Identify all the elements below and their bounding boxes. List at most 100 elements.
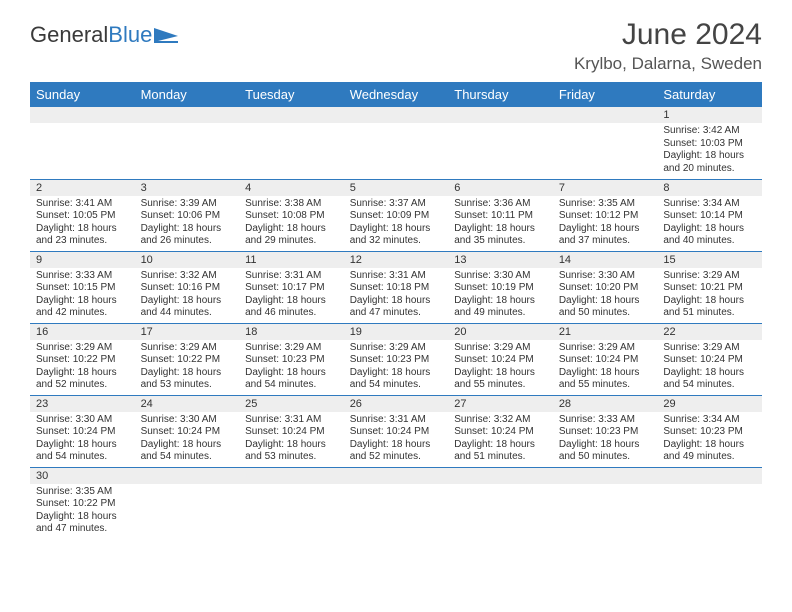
- week-row: 23Sunrise: 3:30 AMSunset: 10:24 PMDaylig…: [30, 395, 762, 467]
- day-body: Sunrise: 3:29 AMSunset: 10:22 PMDaylight…: [135, 340, 240, 395]
- daylight-text: and 54 minutes.: [663, 379, 756, 392]
- sunset-text: Sunset: 10:17 PM: [245, 282, 338, 295]
- day-cell: 10Sunrise: 3:32 AMSunset: 10:16 PMDaylig…: [135, 251, 240, 323]
- month-title: June 2024: [574, 18, 762, 52]
- weekday-header: Tuesday: [239, 82, 344, 107]
- day-cell: 17Sunrise: 3:29 AMSunset: 10:22 PMDaylig…: [135, 323, 240, 395]
- sunrise-text: Sunrise: 3:29 AM: [141, 342, 234, 355]
- day-number: 19: [344, 324, 449, 340]
- daylight-text: and 47 minutes.: [350, 307, 443, 320]
- daylight-text: Daylight: 18 hours: [36, 295, 129, 308]
- day-number: 11: [239, 252, 344, 268]
- day-cell: 8Sunrise: 3:34 AMSunset: 10:14 PMDayligh…: [657, 179, 762, 251]
- logo-flag-icon: [154, 26, 180, 44]
- weekday-header: Wednesday: [344, 82, 449, 107]
- daylight-text: Daylight: 18 hours: [663, 223, 756, 236]
- day-number: 29: [657, 396, 762, 412]
- daylight-text: and 54 minutes.: [245, 379, 338, 392]
- day-body: Sunrise: 3:29 AMSunset: 10:24 PMDaylight…: [553, 340, 658, 395]
- day-number: 12: [344, 252, 449, 268]
- day-cell: [239, 107, 344, 179]
- daylight-text: and 42 minutes.: [36, 307, 129, 320]
- day-number: [30, 107, 135, 123]
- day-number: 26: [344, 396, 449, 412]
- day-number: 20: [448, 324, 553, 340]
- sunrise-text: Sunrise: 3:32 AM: [454, 414, 547, 427]
- day-number: 5: [344, 180, 449, 196]
- daylight-text: and 54 minutes.: [36, 451, 129, 464]
- daylight-text: and 49 minutes.: [454, 307, 547, 320]
- sunrise-text: Sunrise: 3:36 AM: [454, 198, 547, 211]
- daylight-text: and 50 minutes.: [559, 307, 652, 320]
- day-number: 4: [239, 180, 344, 196]
- sunset-text: Sunset: 10:23 PM: [245, 354, 338, 367]
- day-cell: [553, 107, 658, 179]
- day-cell: 7Sunrise: 3:35 AMSunset: 10:12 PMDayligh…: [553, 179, 658, 251]
- day-body: Sunrise: 3:38 AMSunset: 10:08 PMDaylight…: [239, 196, 344, 251]
- day-cell: 29Sunrise: 3:34 AMSunset: 10:23 PMDaylig…: [657, 395, 762, 467]
- day-body: Sunrise: 3:29 AMSunset: 10:23 PMDaylight…: [239, 340, 344, 395]
- daylight-text: and 51 minutes.: [454, 451, 547, 464]
- daylight-text: Daylight: 18 hours: [559, 367, 652, 380]
- sunset-text: Sunset: 10:20 PM: [559, 282, 652, 295]
- day-cell: [448, 107, 553, 179]
- day-cell: [135, 107, 240, 179]
- daylight-text: Daylight: 18 hours: [454, 439, 547, 452]
- daylight-text: Daylight: 18 hours: [350, 367, 443, 380]
- day-cell: 21Sunrise: 3:29 AMSunset: 10:24 PMDaylig…: [553, 323, 658, 395]
- day-number: [657, 468, 762, 484]
- sunrise-text: Sunrise: 3:39 AM: [141, 198, 234, 211]
- day-body: Sunrise: 3:29 AMSunset: 10:22 PMDaylight…: [30, 340, 135, 395]
- day-body: Sunrise: 3:34 AMSunset: 10:14 PMDaylight…: [657, 196, 762, 251]
- day-number: [344, 107, 449, 123]
- week-row: 30Sunrise: 3:35 AMSunset: 10:22 PMDaylig…: [30, 467, 762, 539]
- sunset-text: Sunset: 10:24 PM: [454, 354, 547, 367]
- day-body: Sunrise: 3:32 AMSunset: 10:24 PMDaylight…: [448, 412, 553, 467]
- daylight-text: and 46 minutes.: [245, 307, 338, 320]
- daylight-text: and 47 minutes.: [36, 523, 129, 536]
- daylight-text: and 52 minutes.: [36, 379, 129, 392]
- daylight-text: Daylight: 18 hours: [559, 295, 652, 308]
- daylight-text: Daylight: 18 hours: [36, 511, 129, 524]
- sunrise-text: Sunrise: 3:29 AM: [36, 342, 129, 355]
- sunset-text: Sunset: 10:24 PM: [454, 426, 547, 439]
- daylight-text: Daylight: 18 hours: [245, 295, 338, 308]
- daylight-text: Daylight: 18 hours: [36, 439, 129, 452]
- daylight-text: Daylight: 18 hours: [245, 223, 338, 236]
- day-cell: [657, 467, 762, 539]
- daylight-text: Daylight: 18 hours: [559, 439, 652, 452]
- day-body: Sunrise: 3:30 AMSunset: 10:24 PMDaylight…: [30, 412, 135, 467]
- day-number: 22: [657, 324, 762, 340]
- day-number: [344, 468, 449, 484]
- daylight-text: Daylight: 18 hours: [350, 223, 443, 236]
- day-cell: 15Sunrise: 3:29 AMSunset: 10:21 PMDaylig…: [657, 251, 762, 323]
- day-body: Sunrise: 3:36 AMSunset: 10:11 PMDaylight…: [448, 196, 553, 251]
- daylight-text: Daylight: 18 hours: [350, 295, 443, 308]
- sunrise-text: Sunrise: 3:34 AM: [663, 414, 756, 427]
- calendar-table: Sunday Monday Tuesday Wednesday Thursday…: [30, 82, 762, 539]
- day-number: [448, 107, 553, 123]
- day-number: [448, 468, 553, 484]
- daylight-text: Daylight: 18 hours: [663, 439, 756, 452]
- sunset-text: Sunset: 10:06 PM: [141, 210, 234, 223]
- sunset-text: Sunset: 10:19 PM: [454, 282, 547, 295]
- daylight-text: Daylight: 18 hours: [454, 295, 547, 308]
- sunrise-text: Sunrise: 3:42 AM: [663, 125, 756, 138]
- daylight-text: and 23 minutes.: [36, 235, 129, 248]
- day-body: Sunrise: 3:31 AMSunset: 10:24 PMDaylight…: [239, 412, 344, 467]
- day-body: Sunrise: 3:37 AMSunset: 10:09 PMDaylight…: [344, 196, 449, 251]
- day-cell: 13Sunrise: 3:30 AMSunset: 10:19 PMDaylig…: [448, 251, 553, 323]
- weekday-header-row: Sunday Monday Tuesday Wednesday Thursday…: [30, 82, 762, 107]
- sunset-text: Sunset: 10:24 PM: [141, 426, 234, 439]
- sunrise-text: Sunrise: 3:30 AM: [36, 414, 129, 427]
- day-number: 1: [657, 107, 762, 123]
- day-body: Sunrise: 3:31 AMSunset: 10:24 PMDaylight…: [344, 412, 449, 467]
- sunset-text: Sunset: 10:08 PM: [245, 210, 338, 223]
- sunset-text: Sunset: 10:22 PM: [36, 498, 129, 511]
- day-cell: 24Sunrise: 3:30 AMSunset: 10:24 PMDaylig…: [135, 395, 240, 467]
- sunset-text: Sunset: 10:12 PM: [559, 210, 652, 223]
- daylight-text: and 54 minutes.: [141, 451, 234, 464]
- daylight-text: and 40 minutes.: [663, 235, 756, 248]
- daylight-text: and 29 minutes.: [245, 235, 338, 248]
- day-number: 3: [135, 180, 240, 196]
